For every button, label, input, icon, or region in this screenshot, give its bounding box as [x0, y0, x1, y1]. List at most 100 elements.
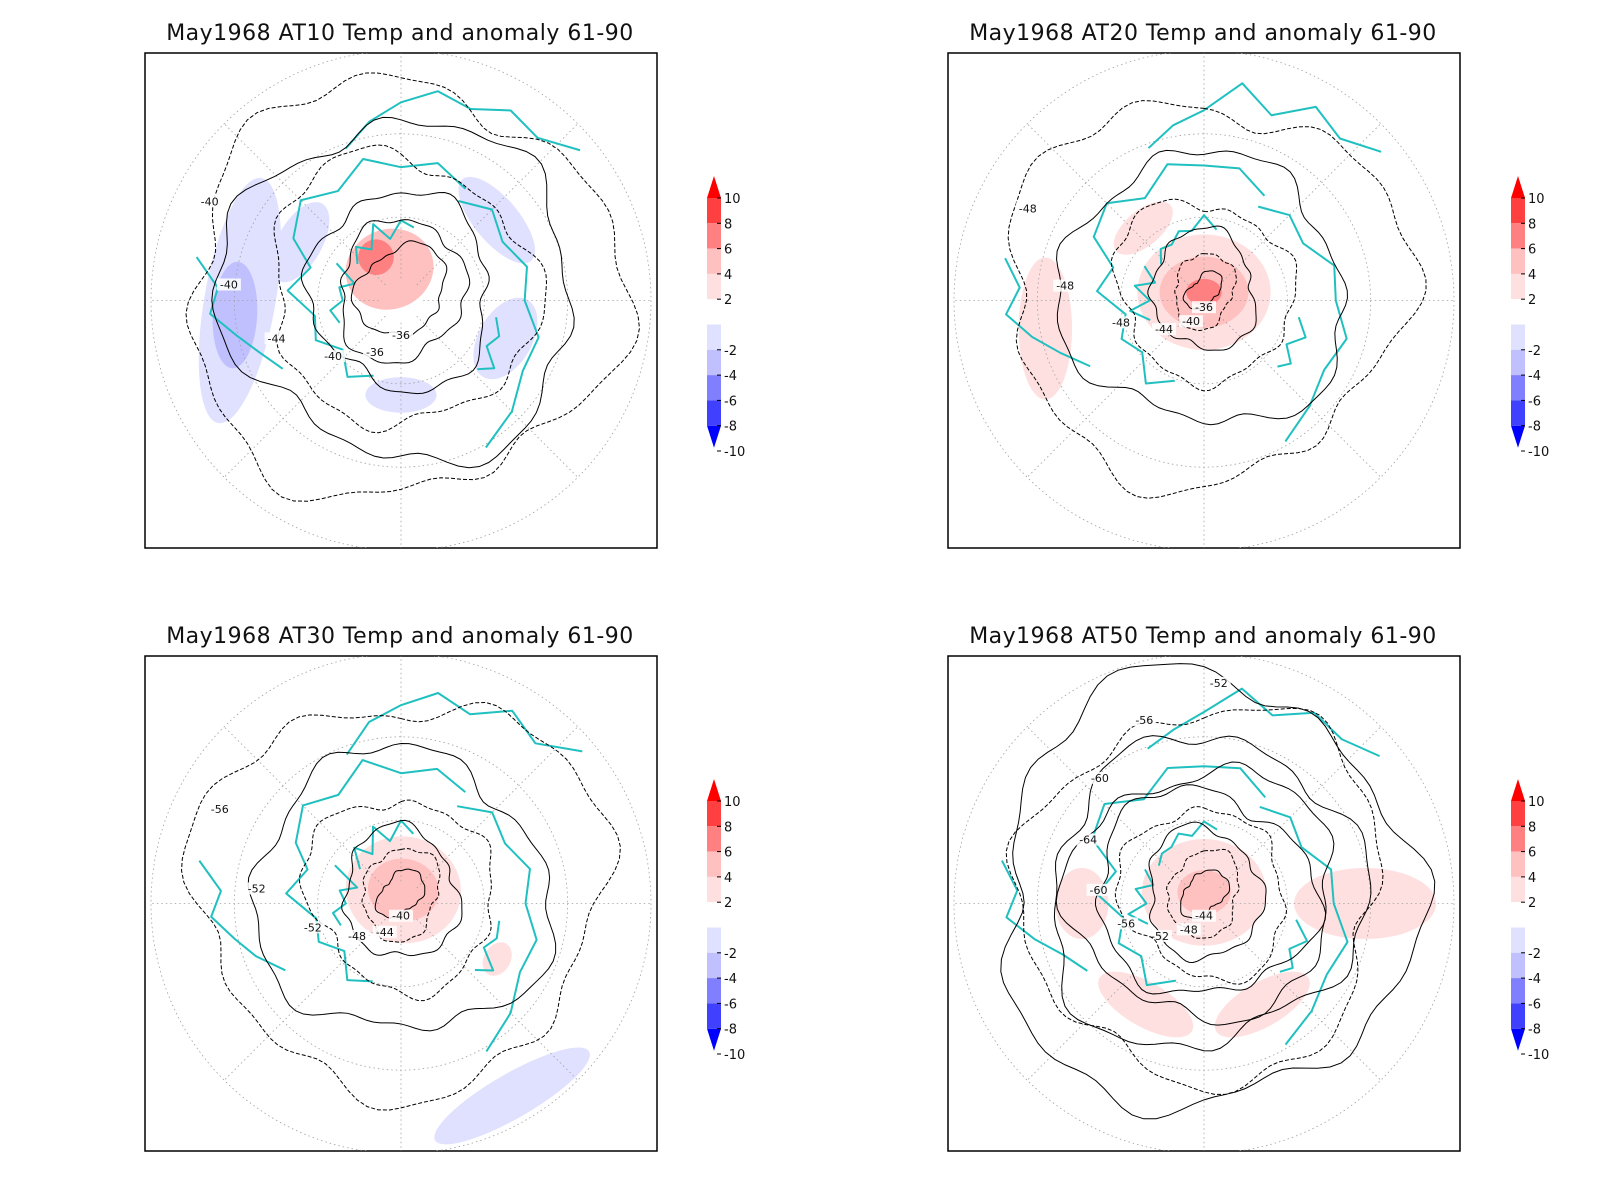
longitude-gridline	[1219, 315, 1382, 478]
coastline	[1259, 805, 1349, 1046]
temperature-contour	[341, 819, 463, 957]
colorbar-arrow-top	[1511, 779, 1525, 801]
colorbar-swatch	[1511, 927, 1525, 953]
colorbar-label: -6	[1528, 997, 1541, 1012]
colorbar-label: 2	[724, 293, 732, 308]
anomaly-shading	[458, 176, 536, 264]
latitude-gridline	[1120, 216, 1288, 385]
latitude-gridline	[150, 53, 652, 548]
coastline	[344, 90, 581, 152]
colorbar-swatch	[707, 978, 721, 1004]
contour-label-bg	[264, 332, 289, 345]
temperature-contour	[273, 144, 547, 434]
longitude-gridline	[416, 726, 579, 889]
contour-label-bg	[1148, 929, 1173, 942]
colorbar-label: -10	[1528, 445, 1549, 460]
colorbar-swatch	[1511, 223, 1525, 249]
temperature-contour	[339, 219, 471, 364]
coastline	[345, 692, 583, 756]
colorbar-label: 2	[1528, 293, 1536, 308]
map-content: -36-40 -44 -48 -48 -48	[953, 53, 1455, 548]
anomaly-shading	[270, 202, 330, 283]
map-panel-at50: May1968 AT50 Temp and anomaly 61-90-44-4…	[947, 624, 1549, 1152]
longitude-gridline	[1026, 726, 1189, 889]
contour-label: -48	[1180, 923, 1198, 936]
colorbar-arrow-bottom	[1511, 1028, 1525, 1051]
map-panel-at20: May1968 AT20 Temp and anomaly 61-90-36-4…	[947, 21, 1549, 549]
colorbar-label: -10	[724, 445, 745, 460]
map-panel-at10: May1968 AT10 Temp and anomaly 61-90-36-3…	[144, 21, 745, 549]
map-content: -36 -36 -40 -44 -40 -40	[150, 53, 652, 548]
colorbar-swatch	[707, 851, 721, 877]
coastline	[1279, 919, 1309, 973]
contour-label-bg	[1015, 202, 1040, 215]
temperature-contour	[298, 799, 492, 1002]
temperature-contour	[181, 702, 621, 1111]
colorbar-label: 4	[1528, 871, 1536, 886]
contour-label-bg	[1176, 923, 1201, 936]
coastline	[195, 256, 284, 370]
contour-label: -56	[211, 803, 229, 816]
temperature-contour	[1056, 149, 1348, 426]
colorbar-label: -6	[1528, 394, 1541, 409]
contour-label: -40	[201, 195, 219, 208]
contour-label: -44	[376, 926, 394, 939]
anomaly-shading	[473, 297, 538, 380]
colorbar-swatch	[707, 273, 721, 300]
colorbar-swatch	[1511, 248, 1525, 274]
colorbar-swatch	[707, 400, 721, 426]
colorbar-label: 4	[724, 268, 732, 283]
colorbar-swatch	[1511, 349, 1525, 376]
longitude-gridline	[223, 726, 386, 889]
contour-label: -60	[1091, 772, 1109, 785]
contour-label: -52	[1210, 677, 1228, 690]
coastline	[474, 920, 501, 972]
colorbar-swatch	[707, 876, 721, 903]
coastline	[1157, 820, 1218, 866]
colorbar-swatch	[1511, 826, 1525, 852]
contour-label-bg	[244, 882, 269, 895]
contour-label-bg	[1076, 833, 1101, 846]
coastline	[1277, 316, 1307, 368]
panel-title: May1968 AT20 Temp and anomaly 61-90	[969, 21, 1437, 46]
colorbar-arrow-bottom	[1511, 425, 1525, 448]
contour-label: -40	[220, 278, 238, 291]
temperature-contour	[300, 192, 490, 395]
contour-label: -36	[392, 329, 410, 342]
colorbar-label: -8	[724, 1023, 737, 1038]
contour-label: -64	[1079, 833, 1097, 846]
contour-label-bg	[207, 802, 232, 815]
colorbar-swatch	[707, 375, 721, 401]
colorbar-arrow-top	[707, 176, 721, 198]
coastline	[286, 157, 467, 378]
coastline	[198, 860, 286, 972]
longitude-gridline	[1026, 918, 1189, 1081]
longitude-gridline	[416, 123, 579, 286]
temperature-contour	[1053, 735, 1372, 1052]
colorbar-swatch	[707, 801, 721, 827]
contour-label-bg	[1086, 883, 1111, 896]
colorbar-label: 8	[1528, 217, 1536, 232]
temperature-contour	[1094, 784, 1327, 995]
contour-label: -48	[1056, 280, 1074, 293]
colorbar-label: 10	[724, 795, 741, 810]
anomaly-shading	[367, 858, 439, 922]
temperature-contour	[1110, 198, 1298, 392]
colorbar-swatch	[1511, 876, 1525, 903]
colorbar-swatch	[1511, 952, 1525, 979]
colorbar-swatch	[1511, 198, 1525, 224]
temperature-contour	[211, 116, 575, 469]
coastline	[1127, 868, 1155, 925]
temperature-contour	[1055, 761, 1335, 1026]
colorbar-label: 6	[1528, 243, 1536, 258]
colorbar-label: 8	[724, 217, 732, 232]
contour-label-bg	[1053, 279, 1078, 292]
contour-label-bg	[1152, 323, 1177, 336]
coastline	[457, 805, 538, 1052]
anomaly-shading	[1098, 971, 1194, 1038]
coastline	[1091, 765, 1267, 987]
panel-title: May1968 AT10 Temp and anomaly 61-90	[166, 21, 634, 46]
contour-label: -44	[1155, 323, 1173, 336]
colorbar-label: 6	[724, 243, 732, 258]
